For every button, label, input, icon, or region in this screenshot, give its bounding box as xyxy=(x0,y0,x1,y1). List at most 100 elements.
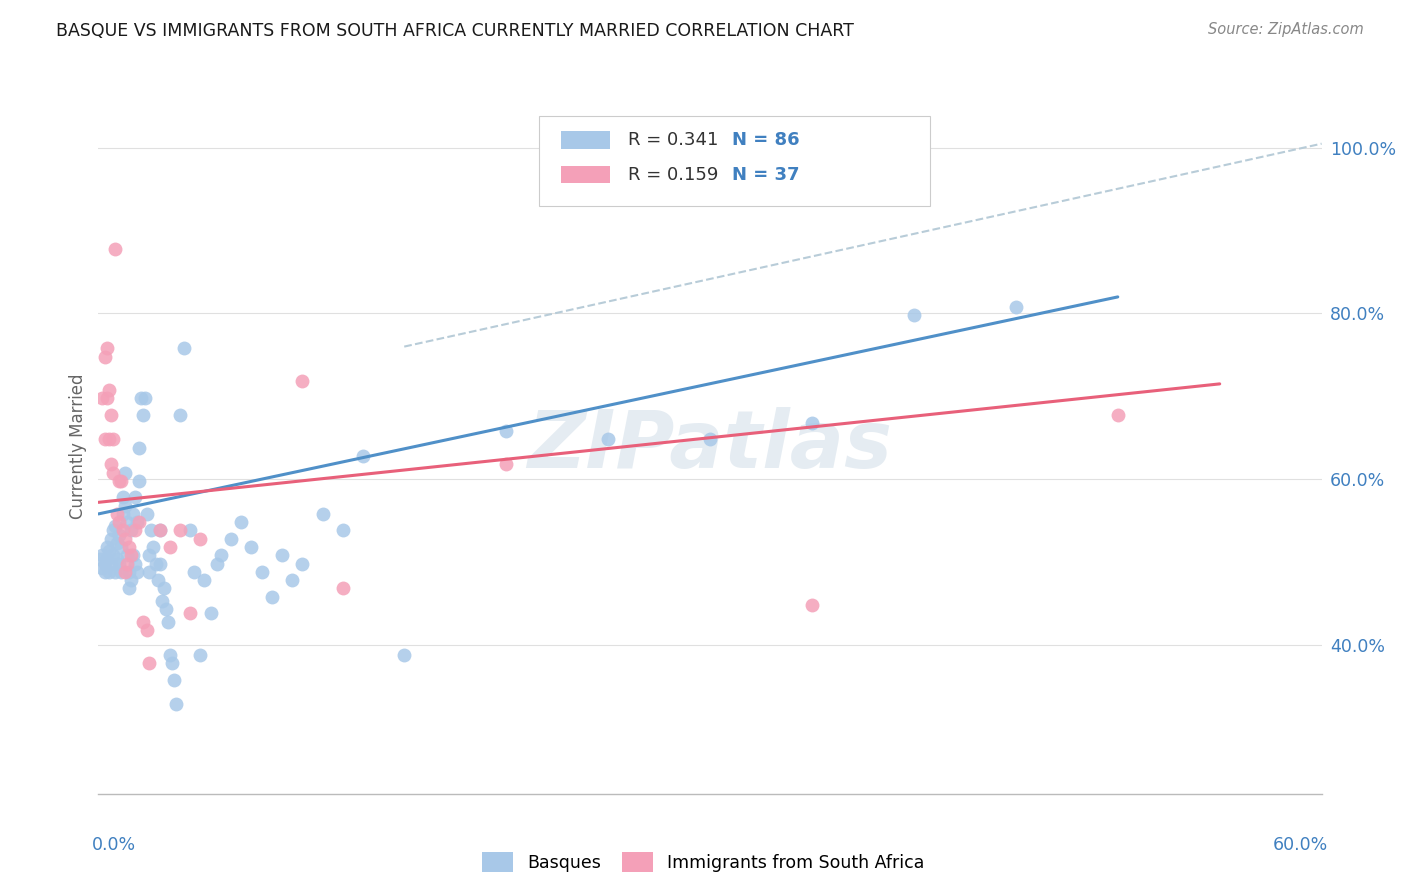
Point xyxy=(134,391,156,405)
Point xyxy=(105,536,128,550)
Point xyxy=(100,408,122,422)
Point xyxy=(200,607,222,621)
Point xyxy=(173,341,195,355)
Point xyxy=(105,552,128,566)
Point xyxy=(101,433,124,447)
Point xyxy=(169,408,191,422)
Legend: Basques, Immigrants from South Africa: Basques, Immigrants from South Africa xyxy=(475,845,931,879)
Point xyxy=(392,648,416,662)
Point xyxy=(132,408,155,422)
Point xyxy=(120,573,142,587)
Point xyxy=(114,565,136,579)
Point xyxy=(122,549,145,563)
Point xyxy=(142,540,165,554)
Point xyxy=(111,491,134,505)
Point xyxy=(91,561,114,575)
FancyBboxPatch shape xyxy=(561,166,610,184)
Point xyxy=(152,582,174,596)
Point xyxy=(127,565,149,579)
Point xyxy=(699,433,721,447)
Point xyxy=(160,656,183,670)
Point xyxy=(115,557,138,571)
Point xyxy=(136,507,159,521)
Point xyxy=(141,524,163,538)
Point xyxy=(118,540,141,554)
Point xyxy=(104,519,127,533)
Point xyxy=(110,565,132,579)
Text: N = 86: N = 86 xyxy=(733,131,800,149)
Point xyxy=(149,524,172,538)
Text: 60.0%: 60.0% xyxy=(1272,836,1327,854)
Point xyxy=(332,582,354,596)
Point xyxy=(138,656,160,670)
Point xyxy=(903,308,925,322)
Text: ZIPatlas: ZIPatlas xyxy=(527,407,893,485)
Text: BASQUE VS IMMIGRANTS FROM SOUTH AFRICA CURRENTLY MARRIED CORRELATION CHART: BASQUE VS IMMIGRANTS FROM SOUTH AFRICA C… xyxy=(56,22,853,40)
Point xyxy=(136,623,159,637)
Point xyxy=(111,524,134,538)
Point xyxy=(100,557,122,571)
Point xyxy=(128,515,150,529)
Point xyxy=(1004,300,1026,314)
Point xyxy=(97,544,120,558)
Point xyxy=(108,474,131,488)
Point xyxy=(495,457,517,471)
Point xyxy=(193,573,215,587)
Point xyxy=(115,515,138,529)
Point xyxy=(159,540,181,554)
Point xyxy=(159,648,181,662)
Point xyxy=(129,391,152,405)
Point xyxy=(91,391,114,405)
Point xyxy=(128,474,150,488)
Point xyxy=(104,565,127,579)
Point xyxy=(332,524,354,538)
Point xyxy=(110,540,132,554)
Point xyxy=(598,433,620,447)
Point xyxy=(270,549,294,563)
Text: 0.0%: 0.0% xyxy=(93,836,136,854)
Point xyxy=(231,515,253,529)
Point xyxy=(132,615,155,629)
Point xyxy=(96,552,118,566)
Point xyxy=(93,557,115,571)
Point xyxy=(118,582,141,596)
Point xyxy=(93,433,115,447)
Point xyxy=(104,242,127,256)
Point xyxy=(165,698,187,712)
Point xyxy=(101,466,124,480)
Point xyxy=(188,532,212,546)
Point xyxy=(240,540,263,554)
Point xyxy=(122,507,145,521)
Point xyxy=(100,457,122,471)
Point xyxy=(281,573,304,587)
Point xyxy=(138,565,160,579)
Point xyxy=(209,549,232,563)
Point xyxy=(1107,408,1129,422)
Point xyxy=(97,433,120,447)
Point xyxy=(155,602,177,616)
Point xyxy=(115,549,138,563)
Text: R = 0.341: R = 0.341 xyxy=(628,131,718,149)
Point xyxy=(149,557,172,571)
Point xyxy=(105,507,128,521)
Point xyxy=(801,598,824,612)
Y-axis label: Currently Married: Currently Married xyxy=(69,373,87,519)
Point xyxy=(91,549,114,563)
Text: Source: ZipAtlas.com: Source: ZipAtlas.com xyxy=(1208,22,1364,37)
Point xyxy=(96,341,118,355)
Point xyxy=(97,383,120,397)
Point xyxy=(801,416,824,430)
Point xyxy=(312,507,335,521)
Point xyxy=(97,565,120,579)
Point xyxy=(110,474,132,488)
Point xyxy=(96,540,118,554)
Point xyxy=(124,491,146,505)
Point xyxy=(169,524,191,538)
Point xyxy=(108,515,131,529)
Point xyxy=(120,549,142,563)
Point xyxy=(188,648,212,662)
Point xyxy=(291,375,314,389)
Point xyxy=(163,673,186,687)
Point xyxy=(118,565,141,579)
Point xyxy=(96,391,118,405)
